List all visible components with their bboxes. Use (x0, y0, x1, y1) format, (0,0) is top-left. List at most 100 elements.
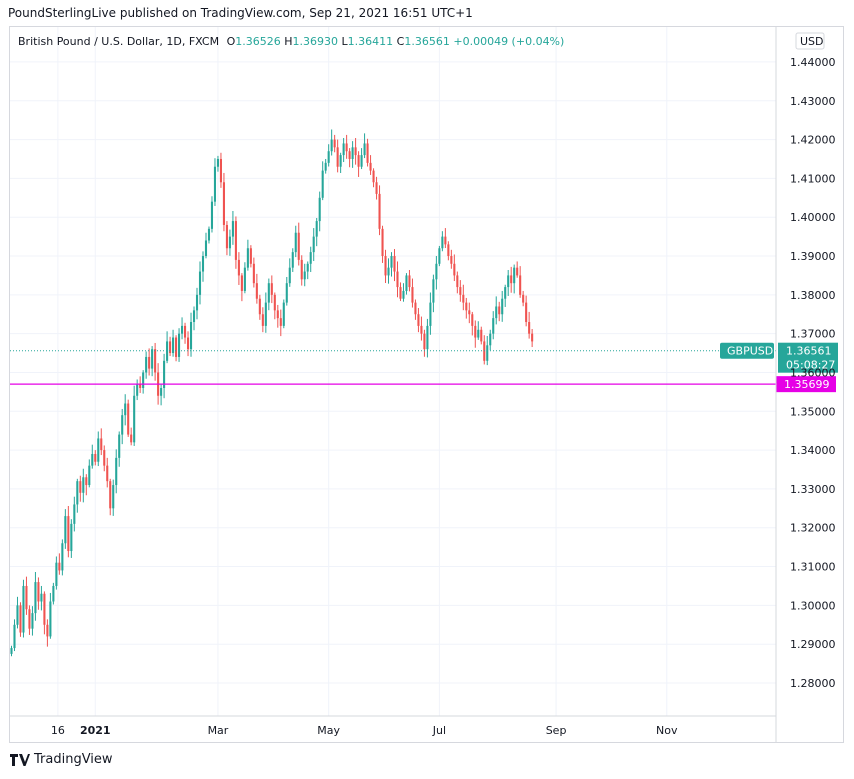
candle[interactable] (213, 158, 217, 206)
candle[interactable] (471, 311, 474, 336)
candle[interactable] (522, 290, 525, 307)
candle[interactable] (264, 292, 267, 333)
candle[interactable] (435, 256, 438, 290)
candle[interactable] (399, 282, 402, 302)
candle[interactable] (402, 283, 405, 302)
candle[interactable] (175, 335, 178, 362)
candle[interactable] (429, 292, 432, 335)
candle[interactable] (154, 342, 157, 381)
candle[interactable] (318, 191, 321, 232)
candle[interactable] (234, 216, 237, 269)
candle[interactable] (273, 292, 276, 320)
candle[interactable] (462, 284, 465, 311)
candle[interactable] (216, 155, 220, 172)
candle[interactable] (300, 255, 303, 286)
candle[interactable] (375, 176, 378, 200)
candle[interactable] (477, 321, 480, 340)
candle[interactable] (270, 275, 273, 304)
candle[interactable] (67, 506, 70, 558)
candle[interactable] (40, 585, 43, 611)
candle[interactable] (228, 229, 231, 256)
candle[interactable] (240, 273, 243, 302)
candle[interactable] (348, 148, 351, 168)
candle[interactable] (201, 251, 205, 282)
candle[interactable] (387, 258, 390, 284)
candle[interactable] (219, 152, 222, 188)
candle[interactable] (16, 596, 19, 629)
candle[interactable] (258, 294, 261, 320)
candle[interactable] (64, 509, 67, 549)
candle[interactable] (195, 287, 199, 320)
candle[interactable] (261, 307, 264, 333)
candle[interactable] (76, 478, 79, 513)
candle[interactable] (423, 329, 426, 357)
candle[interactable] (252, 257, 255, 288)
candle[interactable] (357, 151, 360, 177)
candle[interactable] (456, 271, 459, 294)
candle[interactable] (390, 252, 393, 277)
candle[interactable] (501, 290, 504, 322)
candle[interactable] (288, 258, 291, 287)
candle[interactable] (438, 245, 441, 267)
candle[interactable] (384, 249, 387, 284)
candle[interactable] (28, 605, 31, 635)
candle[interactable] (133, 385, 136, 446)
candle[interactable] (450, 249, 453, 269)
candle[interactable] (411, 278, 414, 308)
candle[interactable] (279, 309, 282, 337)
candle[interactable] (453, 254, 456, 282)
candle[interactable] (204, 232, 208, 259)
candle[interactable] (10, 645, 13, 657)
candle[interactable] (336, 139, 339, 173)
candle[interactable] (285, 276, 288, 306)
candle[interactable] (381, 225, 384, 263)
candle[interactable] (312, 228, 315, 262)
candle[interactable] (151, 346, 154, 377)
candle[interactable] (82, 468, 85, 503)
candle[interactable] (55, 556, 58, 590)
candle[interactable] (474, 320, 477, 348)
candle[interactable] (192, 306, 196, 331)
candle[interactable] (103, 445, 106, 472)
candle[interactable] (294, 225, 297, 258)
candle[interactable] (492, 311, 495, 340)
currency-badge[interactable] (795, 32, 825, 50)
candle[interactable] (468, 302, 471, 324)
candle[interactable] (306, 261, 309, 280)
candle[interactable] (498, 301, 501, 322)
candle[interactable] (237, 252, 240, 285)
candle[interactable] (465, 297, 468, 319)
candle[interactable] (127, 399, 130, 437)
candle[interactable] (366, 138, 369, 167)
candle[interactable] (34, 571, 37, 621)
candle[interactable] (207, 226, 211, 244)
candle[interactable] (189, 312, 193, 357)
candle[interactable] (130, 427, 133, 446)
candle[interactable] (231, 210, 234, 245)
candle[interactable] (198, 261, 202, 305)
candle[interactable] (516, 261, 519, 278)
candle[interactable] (115, 449, 118, 494)
candle[interactable] (136, 379, 139, 401)
candle[interactable] (363, 133, 366, 159)
candle[interactable] (210, 196, 214, 233)
candle[interactable] (309, 246, 312, 273)
candle[interactable] (43, 591, 46, 635)
candle[interactable] (13, 619, 16, 652)
candle[interactable] (333, 134, 336, 153)
candle[interactable] (513, 264, 516, 294)
candle[interactable] (417, 308, 420, 333)
candle[interactable] (91, 444, 94, 469)
candle[interactable] (31, 606, 34, 636)
candle[interactable] (186, 331, 190, 357)
candle[interactable] (58, 553, 61, 575)
candle[interactable] (100, 428, 103, 456)
candle[interactable] (372, 168, 375, 188)
candle[interactable] (19, 602, 22, 637)
candle[interactable] (22, 579, 25, 638)
candle[interactable] (378, 185, 381, 236)
candle[interactable] (46, 619, 49, 647)
candle[interactable] (118, 431, 121, 467)
candle[interactable] (339, 152, 342, 174)
candle[interactable] (79, 475, 82, 502)
